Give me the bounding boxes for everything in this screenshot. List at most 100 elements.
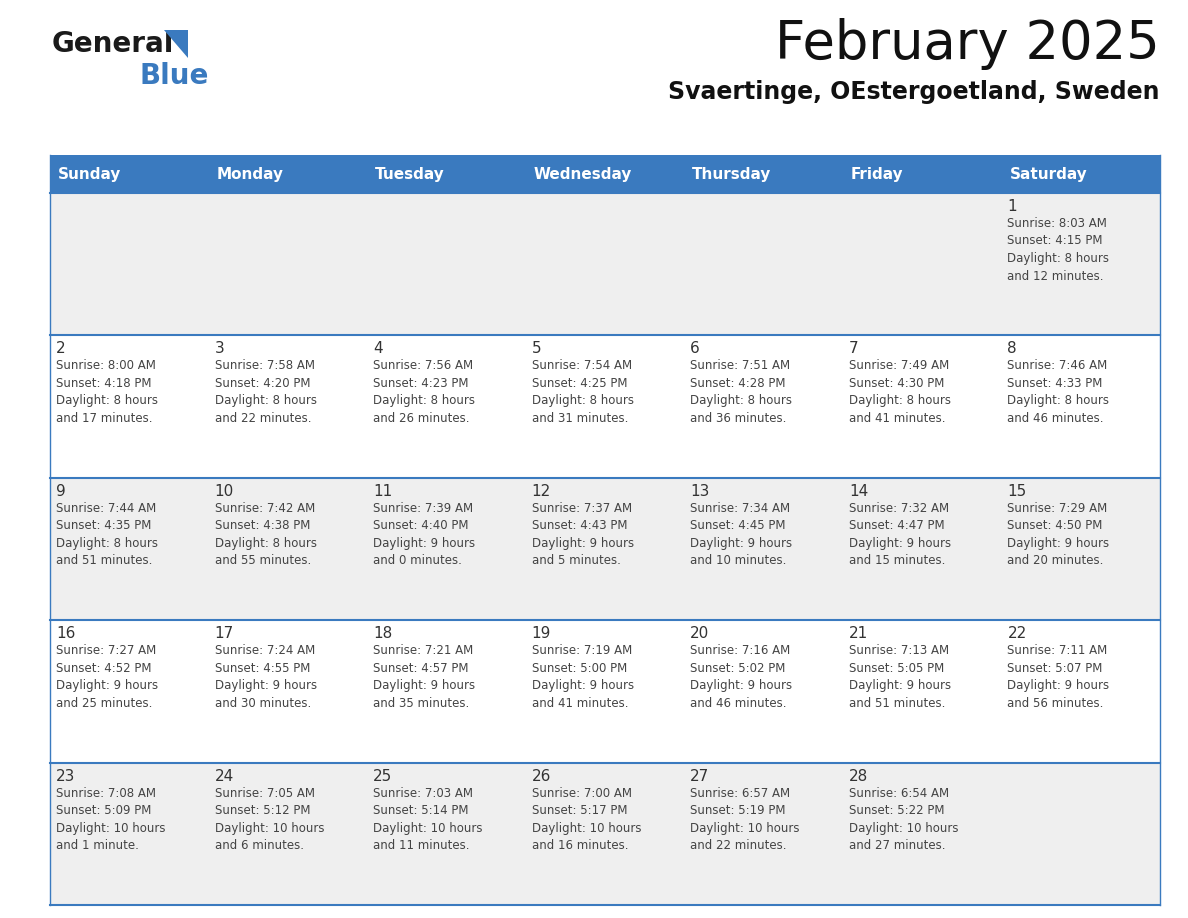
Bar [684, 621, 842, 763]
Bar [526, 155, 684, 193]
Text: Sunrise: 7:51 AM
Sunset: 4:28 PM
Daylight: 8 hours
and 36 minutes.: Sunrise: 7:51 AM Sunset: 4:28 PM Dayligh… [690, 360, 792, 425]
Text: 19: 19 [532, 626, 551, 641]
Bar [526, 621, 684, 763]
Text: General: General [52, 30, 175, 58]
Text: Tuesday: Tuesday [375, 166, 444, 182]
Text: Wednesday: Wednesday [533, 166, 632, 182]
Text: Sunrise: 7:29 AM
Sunset: 4:50 PM
Daylight: 9 hours
and 20 minutes.: Sunrise: 7:29 AM Sunset: 4:50 PM Dayligh… [1007, 502, 1110, 567]
Text: 5: 5 [532, 341, 542, 356]
Text: 18: 18 [373, 626, 392, 641]
Bar [209, 155, 367, 193]
Bar [842, 193, 1001, 335]
Text: 1: 1 [1007, 199, 1017, 214]
Bar [684, 193, 842, 335]
Bar [367, 621, 526, 763]
Bar [842, 335, 1001, 477]
Text: 3: 3 [215, 341, 225, 356]
Bar [1001, 335, 1159, 477]
Text: 4: 4 [373, 341, 383, 356]
Text: 8: 8 [1007, 341, 1017, 356]
Text: Sunrise: 7:11 AM
Sunset: 5:07 PM
Daylight: 9 hours
and 56 minutes.: Sunrise: 7:11 AM Sunset: 5:07 PM Dayligh… [1007, 644, 1110, 710]
Bar [209, 193, 367, 335]
Text: Sunrise: 7:16 AM
Sunset: 5:02 PM
Daylight: 9 hours
and 46 minutes.: Sunrise: 7:16 AM Sunset: 5:02 PM Dayligh… [690, 644, 792, 710]
Text: Blue: Blue [140, 62, 209, 90]
Text: Sunrise: 7:08 AM
Sunset: 5:09 PM
Daylight: 10 hours
and 1 minute.: Sunrise: 7:08 AM Sunset: 5:09 PM Dayligh… [56, 787, 165, 852]
Bar [367, 335, 526, 477]
Bar [367, 477, 526, 621]
Text: Sunrise: 7:44 AM
Sunset: 4:35 PM
Daylight: 8 hours
and 51 minutes.: Sunrise: 7:44 AM Sunset: 4:35 PM Dayligh… [56, 502, 158, 567]
Text: 25: 25 [373, 768, 392, 784]
Bar [209, 477, 367, 621]
Text: Sunrise: 7:58 AM
Sunset: 4:20 PM
Daylight: 8 hours
and 22 minutes.: Sunrise: 7:58 AM Sunset: 4:20 PM Dayligh… [215, 360, 316, 425]
Text: 13: 13 [690, 484, 709, 498]
Text: 16: 16 [56, 626, 75, 641]
Bar [526, 193, 684, 335]
Bar [842, 763, 1001, 905]
Text: 11: 11 [373, 484, 392, 498]
Text: Saturday: Saturday [1010, 166, 1087, 182]
Text: Monday: Monday [216, 166, 284, 182]
Text: Sunrise: 8:00 AM
Sunset: 4:18 PM
Daylight: 8 hours
and 17 minutes.: Sunrise: 8:00 AM Sunset: 4:18 PM Dayligh… [56, 360, 158, 425]
Bar [367, 155, 526, 193]
Text: 21: 21 [849, 626, 868, 641]
Text: 28: 28 [849, 768, 868, 784]
Bar [684, 155, 842, 193]
Text: Sunrise: 7:49 AM
Sunset: 4:30 PM
Daylight: 8 hours
and 41 minutes.: Sunrise: 7:49 AM Sunset: 4:30 PM Dayligh… [849, 360, 950, 425]
Text: 23: 23 [56, 768, 75, 784]
Text: 17: 17 [215, 626, 234, 641]
Text: Sunrise: 6:54 AM
Sunset: 5:22 PM
Daylight: 10 hours
and 27 minutes.: Sunrise: 6:54 AM Sunset: 5:22 PM Dayligh… [849, 787, 959, 852]
Bar [209, 763, 367, 905]
Text: Sunrise: 7:39 AM
Sunset: 4:40 PM
Daylight: 9 hours
and 0 minutes.: Sunrise: 7:39 AM Sunset: 4:40 PM Dayligh… [373, 502, 475, 567]
Text: Sunrise: 7:21 AM
Sunset: 4:57 PM
Daylight: 9 hours
and 35 minutes.: Sunrise: 7:21 AM Sunset: 4:57 PM Dayligh… [373, 644, 475, 710]
Bar [1001, 763, 1159, 905]
Text: February 2025: February 2025 [776, 18, 1159, 70]
Text: Sunrise: 8:03 AM
Sunset: 4:15 PM
Daylight: 8 hours
and 12 minutes.: Sunrise: 8:03 AM Sunset: 4:15 PM Dayligh… [1007, 217, 1110, 283]
Bar [50, 763, 209, 905]
Text: Sunrise: 7:13 AM
Sunset: 5:05 PM
Daylight: 9 hours
and 51 minutes.: Sunrise: 7:13 AM Sunset: 5:05 PM Dayligh… [849, 644, 950, 710]
Text: 2: 2 [56, 341, 65, 356]
Text: Sunrise: 7:54 AM
Sunset: 4:25 PM
Daylight: 8 hours
and 31 minutes.: Sunrise: 7:54 AM Sunset: 4:25 PM Dayligh… [532, 360, 633, 425]
Text: 7: 7 [849, 341, 859, 356]
Text: Sunrise: 7:00 AM
Sunset: 5:17 PM
Daylight: 10 hours
and 16 minutes.: Sunrise: 7:00 AM Sunset: 5:17 PM Dayligh… [532, 787, 642, 852]
Text: Sunrise: 7:27 AM
Sunset: 4:52 PM
Daylight: 9 hours
and 25 minutes.: Sunrise: 7:27 AM Sunset: 4:52 PM Dayligh… [56, 644, 158, 710]
Bar [209, 335, 367, 477]
Bar [684, 477, 842, 621]
Bar [1001, 155, 1159, 193]
Bar [1001, 477, 1159, 621]
Text: Svaertinge, OEstergoetland, Sweden: Svaertinge, OEstergoetland, Sweden [669, 80, 1159, 104]
Bar [50, 335, 209, 477]
Bar [1001, 193, 1159, 335]
Text: Sunrise: 7:24 AM
Sunset: 4:55 PM
Daylight: 9 hours
and 30 minutes.: Sunrise: 7:24 AM Sunset: 4:55 PM Dayligh… [215, 644, 317, 710]
Polygon shape [164, 30, 188, 58]
Bar [842, 477, 1001, 621]
Bar [684, 763, 842, 905]
Text: 27: 27 [690, 768, 709, 784]
Bar [526, 335, 684, 477]
Text: 12: 12 [532, 484, 551, 498]
Bar [842, 621, 1001, 763]
Bar [526, 763, 684, 905]
Text: Sunrise: 7:32 AM
Sunset: 4:47 PM
Daylight: 9 hours
and 15 minutes.: Sunrise: 7:32 AM Sunset: 4:47 PM Dayligh… [849, 502, 950, 567]
Text: Sunrise: 7:46 AM
Sunset: 4:33 PM
Daylight: 8 hours
and 46 minutes.: Sunrise: 7:46 AM Sunset: 4:33 PM Dayligh… [1007, 360, 1110, 425]
Bar [367, 763, 526, 905]
Bar [842, 155, 1001, 193]
Text: Friday: Friday [851, 166, 904, 182]
Bar [367, 193, 526, 335]
Text: Sunrise: 7:56 AM
Sunset: 4:23 PM
Daylight: 8 hours
and 26 minutes.: Sunrise: 7:56 AM Sunset: 4:23 PM Dayligh… [373, 360, 475, 425]
Text: Sunrise: 7:34 AM
Sunset: 4:45 PM
Daylight: 9 hours
and 10 minutes.: Sunrise: 7:34 AM Sunset: 4:45 PM Dayligh… [690, 502, 792, 567]
Text: 26: 26 [532, 768, 551, 784]
Text: Sunrise: 7:37 AM
Sunset: 4:43 PM
Daylight: 9 hours
and 5 minutes.: Sunrise: 7:37 AM Sunset: 4:43 PM Dayligh… [532, 502, 634, 567]
Text: 15: 15 [1007, 484, 1026, 498]
Text: Sunrise: 7:42 AM
Sunset: 4:38 PM
Daylight: 8 hours
and 55 minutes.: Sunrise: 7:42 AM Sunset: 4:38 PM Dayligh… [215, 502, 316, 567]
Text: 14: 14 [849, 484, 868, 498]
Text: 24: 24 [215, 768, 234, 784]
Text: Sunrise: 7:05 AM
Sunset: 5:12 PM
Daylight: 10 hours
and 6 minutes.: Sunrise: 7:05 AM Sunset: 5:12 PM Dayligh… [215, 787, 324, 852]
Text: Sunrise: 7:19 AM
Sunset: 5:00 PM
Daylight: 9 hours
and 41 minutes.: Sunrise: 7:19 AM Sunset: 5:00 PM Dayligh… [532, 644, 634, 710]
Text: Sunday: Sunday [58, 166, 121, 182]
Text: 6: 6 [690, 341, 700, 356]
Bar [50, 621, 209, 763]
Bar [50, 477, 209, 621]
Bar [209, 621, 367, 763]
Bar [1001, 621, 1159, 763]
Bar [684, 335, 842, 477]
